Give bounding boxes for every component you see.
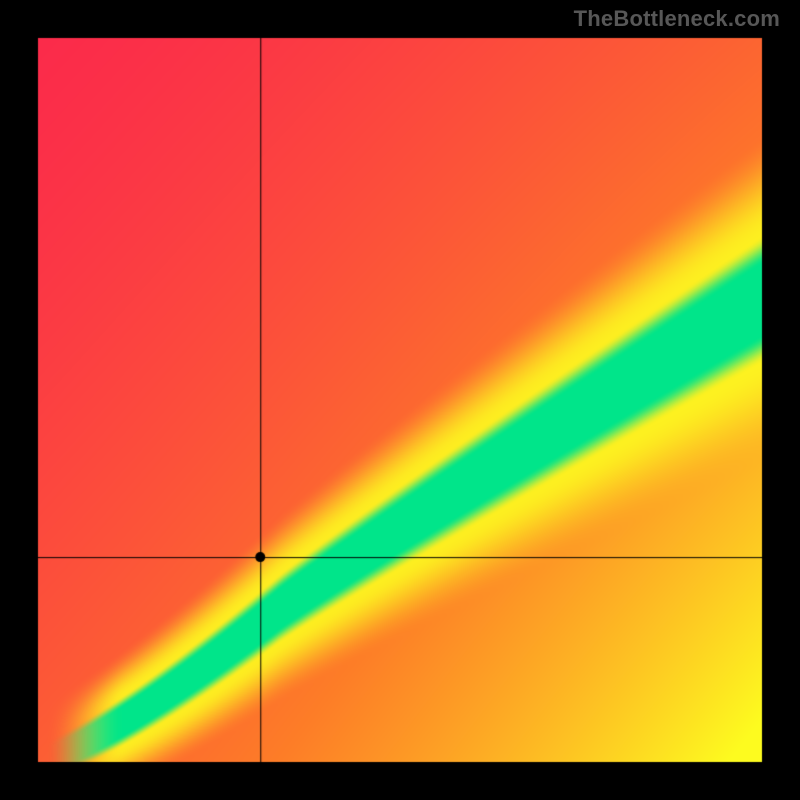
chart-frame: [0, 0, 800, 800]
watermark-text: TheBottleneck.com: [574, 6, 780, 32]
heatmap-canvas: [0, 0, 800, 800]
heatmap-plot: [0, 0, 800, 800]
